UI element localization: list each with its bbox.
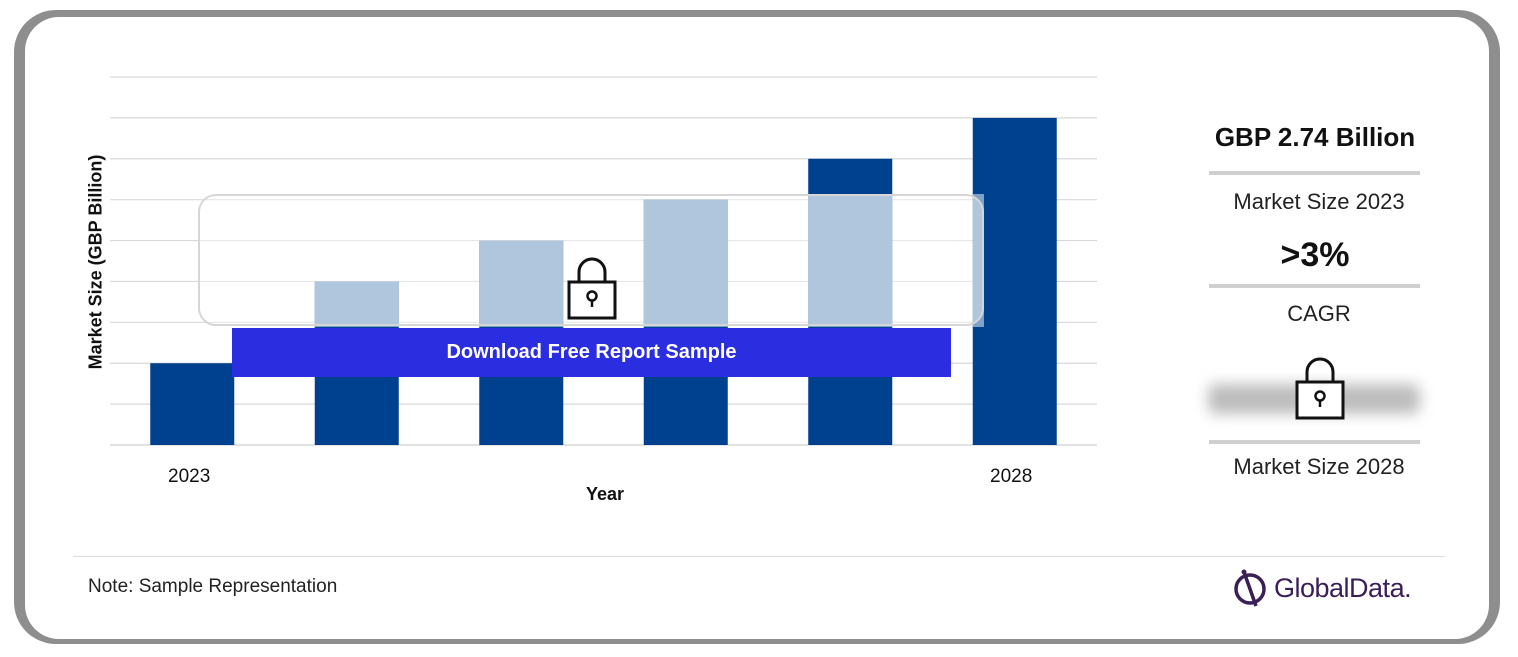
bar-faded-1 <box>314 281 399 327</box>
globaldata-logo[interactable]: GlobalData. <box>1232 568 1412 608</box>
y-axis-label: Market Size (GBP Billion) <box>85 154 106 370</box>
lock-icon <box>567 257 617 320</box>
footer-note: Note: Sample Representation <box>88 576 338 597</box>
bar-5 <box>972 117 1057 445</box>
bar-faded-4 <box>808 194 893 327</box>
footer-divider <box>73 556 1445 557</box>
bar-faded-5 <box>972 194 984 327</box>
future-size-label: Market Size 2028 <box>1233 454 1405 479</box>
bar-faded-3 <box>643 199 728 327</box>
cagr-label: CAGR <box>1287 301 1351 326</box>
divider <box>1209 440 1420 444</box>
bar-0 <box>150 363 235 445</box>
download-sample-button[interactable]: Download Free Report Sample <box>232 328 951 377</box>
divider <box>1209 284 1420 288</box>
globaldata-logo-text: GlobalData. <box>1274 572 1412 603</box>
market-size-value: GBP 2.74 Billion <box>1214 122 1416 152</box>
globaldata-logo-icon <box>1234 569 1266 607</box>
x-tick-2023: 2023 <box>168 466 211 487</box>
bar-faded-2 <box>479 240 564 327</box>
lock-icon <box>1295 357 1345 420</box>
x-tick-2028: 2028 <box>990 466 1033 487</box>
market-size-label: Market Size 2023 <box>1233 189 1405 214</box>
cagr-value: >3% <box>1280 236 1350 274</box>
divider <box>1209 171 1420 175</box>
x-axis-label: Year <box>585 484 625 504</box>
